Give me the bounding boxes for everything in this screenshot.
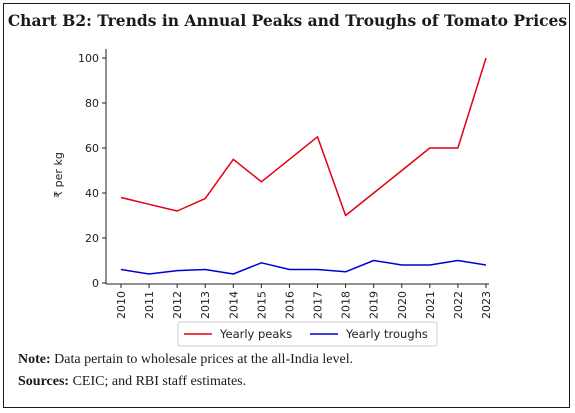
y-tick-label: 0 (92, 277, 99, 290)
line-chart: 0 20 40 60 80 100 2010 2011 2012 2013 2014 2015 2016… (52, 49, 493, 347)
series-line-troughs (120, 259, 487, 275)
note-label: Note: (18, 352, 51, 367)
x-tick-label: 2013 (199, 291, 212, 319)
y-tick-label: 80 (85, 97, 99, 110)
x-tick-label: 2012 (171, 291, 184, 319)
chart-axes: 0 20 40 60 80 100 2010 2011 2012 2013 2014 2015 2016… (78, 49, 493, 319)
x-tick-label: 2018 (340, 291, 353, 319)
x-tick-label: 2016 (283, 291, 296, 319)
series-layer (120, 57, 487, 275)
x-tick-label: 2019 (368, 291, 381, 319)
y-tick-label: 100 (78, 52, 99, 65)
sources-text: CEIC; and RBI staff estimates. (69, 374, 247, 389)
x-tick-label: 2017 (312, 291, 325, 319)
legend: Yearly peaks Yearly troughs (177, 321, 438, 347)
x-tick-label: 2020 (396, 291, 409, 319)
legend-label-peaks: Yearly peaks (219, 327, 292, 341)
chart-sources: Sources: CEIC; and RBI staff estimates. (18, 374, 246, 390)
y-tick-label: 60 (85, 142, 99, 155)
x-tick-label: 2011 (143, 291, 156, 319)
y-tick-label: 20 (85, 232, 99, 245)
legend-box (177, 321, 438, 347)
y-tick-label: 40 (85, 187, 99, 200)
series-line-peaks (120, 57, 487, 217)
x-tick-label: 2015 (255, 291, 268, 319)
legend-label-troughs: Yearly troughs (345, 327, 428, 341)
y-axis-label: ₹ per kg (52, 152, 65, 198)
chart-note: Note: Data pertain to wholesale prices a… (18, 352, 353, 368)
chart-title: Chart B2: Trends in Annual Peaks and Tro… (7, 11, 568, 30)
note-text: Data pertain to wholesale prices at the … (50, 352, 354, 367)
x-tick-label: 2014 (227, 291, 240, 319)
x-tick-label: 2023 (480, 291, 493, 319)
sources-label: Sources: (18, 374, 70, 389)
x-tick-label: 2022 (452, 291, 465, 319)
chart-frame: Chart B2: Trends in Annual Peaks and Tro… (3, 3, 570, 408)
x-tick-label: 2021 (424, 291, 437, 319)
x-tick-label: 2010 (115, 291, 128, 319)
